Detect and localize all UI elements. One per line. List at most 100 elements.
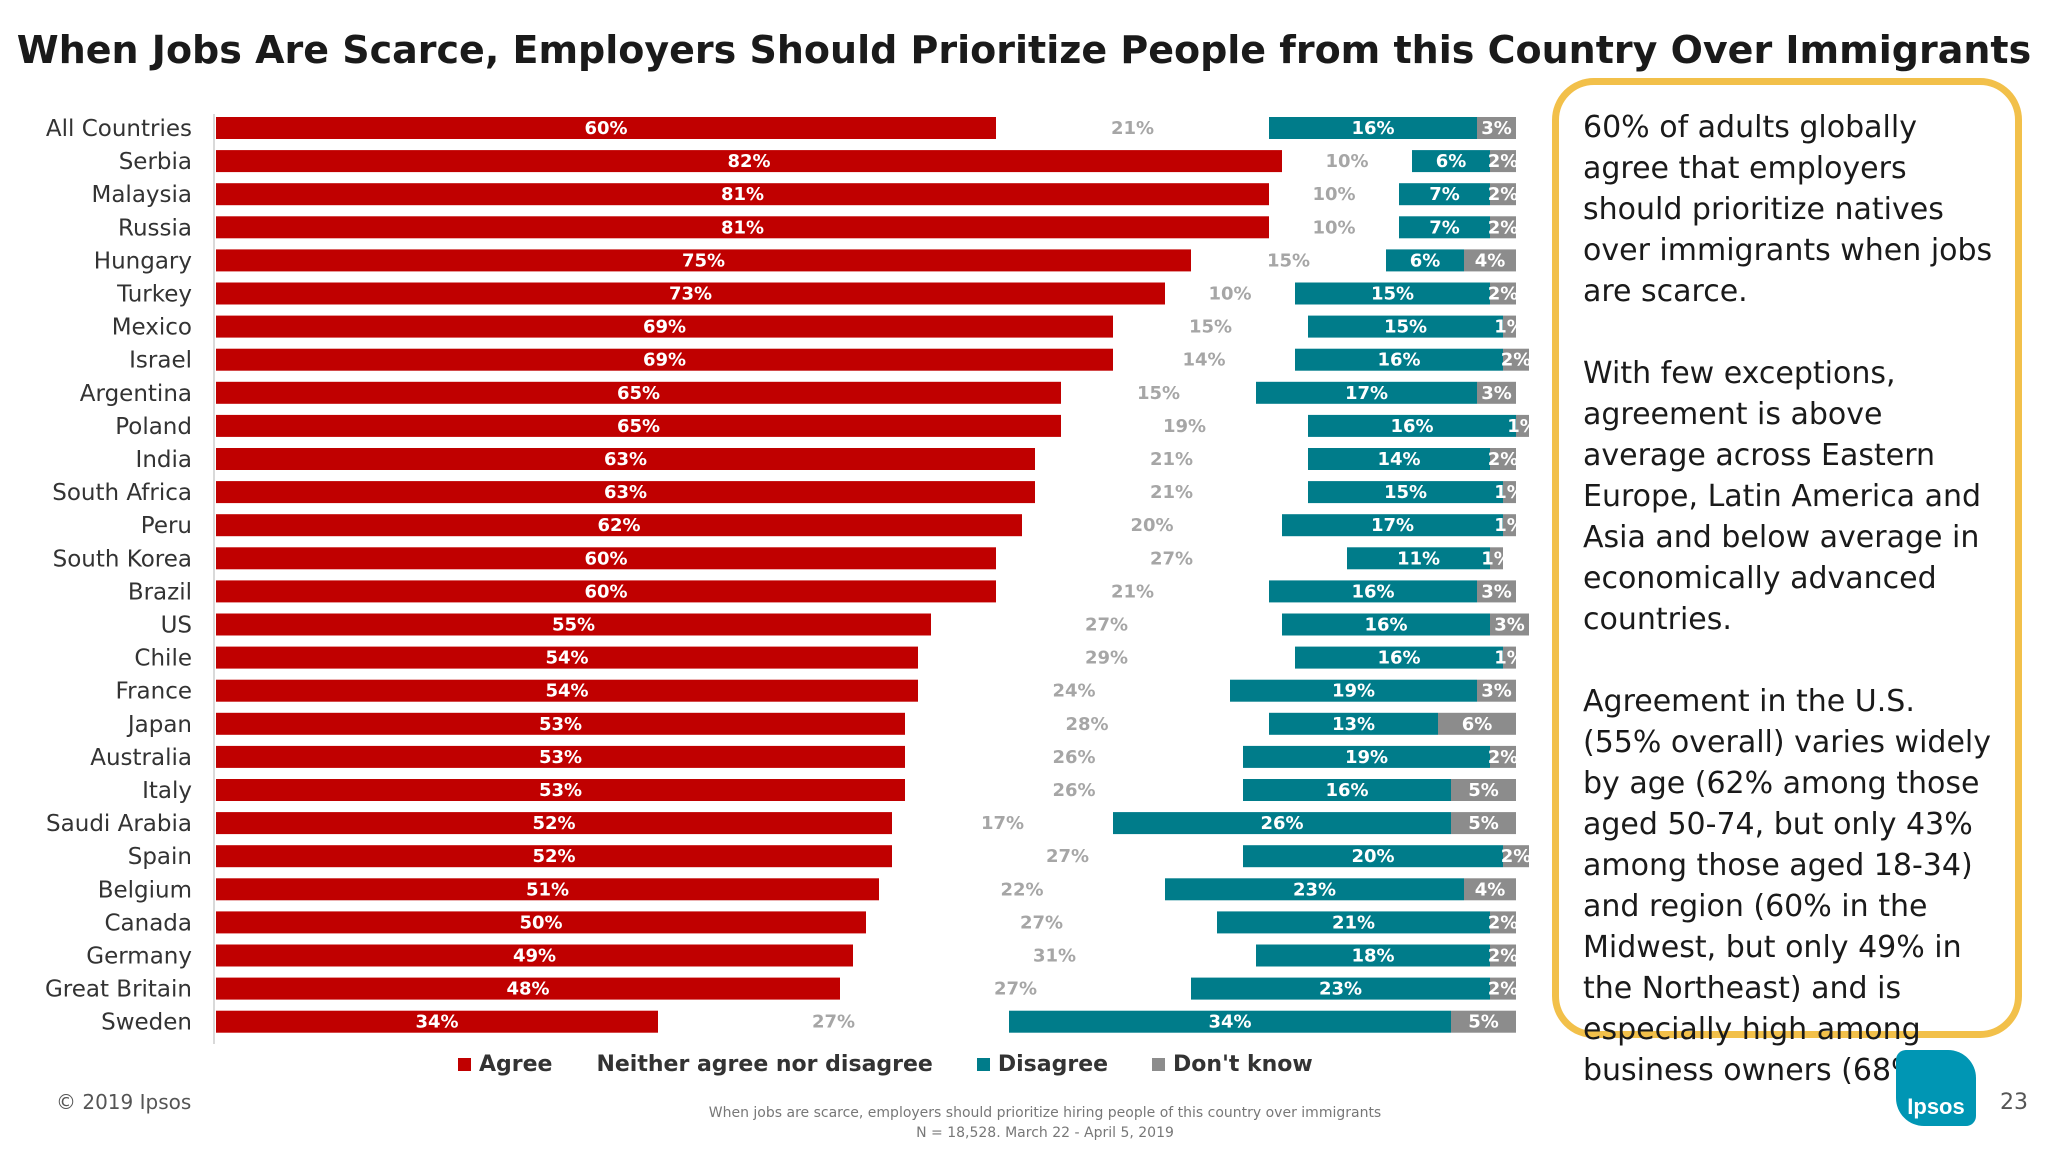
category-label: Belgium — [98, 877, 192, 903]
data-label-disagree: 14% — [1377, 449, 1420, 470]
legend-item-agree: Agree — [458, 1052, 552, 1077]
category-label: Poland — [115, 414, 192, 440]
data-label-dont-know: 2% — [1488, 284, 1519, 305]
legend-item-dont-know: Don't know — [1152, 1052, 1313, 1077]
category-label: Saudi Arabia — [46, 811, 192, 837]
callout-paragraph-global: 60% of adults globally agree that employ… — [1583, 110, 1993, 309]
bar-disagree — [1243, 779, 1451, 801]
data-label-agree: 81% — [721, 217, 764, 238]
data-label-agree: 63% — [604, 449, 647, 470]
data-label-dont-know: 1% — [1494, 482, 1525, 503]
data-label-disagree: 11% — [1397, 548, 1440, 569]
sample-footnote: N = 18,528. March 22 - April 5, 2019 — [916, 1125, 1174, 1141]
category-label: Peru — [141, 513, 192, 539]
category-label: Spain — [128, 844, 192, 870]
bar-dont-know — [1490, 911, 1516, 934]
data-label-agree: 73% — [669, 284, 712, 305]
bar-agree — [216, 381, 1061, 404]
data-label-neither: 15% — [1137, 383, 1180, 404]
bar-disagree — [1243, 745, 1490, 768]
bar-dont-know — [1451, 1010, 1516, 1033]
data-label-disagree: 7% — [1429, 184, 1460, 205]
data-label-dont-know: 4% — [1475, 879, 1506, 900]
category-label: US — [161, 613, 192, 639]
data-label-dont-know: 3% — [1481, 681, 1512, 702]
data-label-neither: 26% — [1052, 780, 1095, 801]
bar-disagree — [1243, 845, 1503, 868]
legend-swatch-disagree — [976, 1058, 990, 1071]
bar-dont-know — [1464, 249, 1516, 272]
data-label-dont-know: 2% — [1488, 946, 1519, 967]
bar-disagree — [1165, 878, 1464, 901]
data-label-disagree: 17% — [1345, 383, 1388, 404]
data-label-dont-know: 2% — [1501, 350, 1532, 371]
bar-dont-know — [1503, 845, 1529, 868]
bar-agree — [216, 679, 918, 702]
data-label-agree: 60% — [584, 581, 627, 602]
data-label-disagree: 18% — [1351, 946, 1394, 967]
data-label-neither: 19% — [1163, 416, 1206, 437]
data-label-disagree: 16% — [1377, 350, 1420, 371]
category-label: Russia — [118, 215, 192, 241]
bar-dont-know — [1490, 547, 1503, 570]
bar-dont-know — [1503, 315, 1516, 338]
bar-disagree — [1256, 944, 1490, 967]
data-label-dont-know: 1% — [1507, 416, 1538, 437]
data-label-disagree: 13% — [1332, 714, 1375, 735]
ipsos-logo: Ipsos — [1896, 1050, 1976, 1126]
category-label: All Countries — [46, 116, 192, 142]
bar-dont-know — [1451, 779, 1516, 801]
bar-agree — [216, 845, 892, 868]
bar-disagree — [1191, 977, 1490, 1000]
data-label-disagree: 19% — [1345, 747, 1388, 768]
bar-agree — [216, 216, 1269, 239]
insight-callout: 60% of adults globally agree that employ… — [1552, 78, 2022, 1088]
bar-disagree — [1308, 315, 1503, 338]
bar-agree — [216, 745, 905, 768]
data-label-neither: 15% — [1267, 250, 1310, 271]
data-label-dont-know: 1% — [1494, 515, 1525, 536]
bar-dont-know — [1477, 679, 1516, 702]
data-label-neither: 14% — [1182, 350, 1225, 371]
data-label-agree: 53% — [539, 747, 582, 768]
bar-dont-know — [1490, 150, 1516, 173]
bar-disagree — [1282, 613, 1490, 636]
data-label-neither: 27% — [812, 1012, 855, 1033]
data-label-neither: 31% — [1033, 946, 1076, 967]
chart-legend: Agree Neither agree nor disagree Disagre… — [458, 1052, 1313, 1077]
bar-disagree — [1386, 249, 1464, 272]
bar-dont-know — [1503, 348, 1529, 371]
bar-agree — [216, 150, 1282, 173]
data-label-disagree: 6% — [1436, 151, 1467, 172]
bar-dont-know — [1490, 745, 1516, 768]
data-label-neither: 29% — [1085, 648, 1128, 669]
bar-agree — [216, 514, 1022, 537]
bar-agree — [216, 249, 1191, 272]
data-label-disagree: 16% — [1377, 648, 1420, 669]
data-label-dont-know: 5% — [1468, 1012, 1499, 1033]
data-label-agree: 60% — [584, 118, 627, 139]
data-label-dont-know: 2% — [1488, 912, 1519, 933]
bar-agree — [216, 1010, 658, 1033]
data-label-dont-know: 4% — [1475, 250, 1506, 271]
data-label-disagree: 15% — [1384, 482, 1427, 503]
bar-dont-know — [1516, 414, 1529, 437]
bar-disagree — [1113, 812, 1451, 835]
category-label: Germany — [86, 944, 192, 970]
data-label-neither: 27% — [1020, 912, 1063, 933]
data-label-agree: 52% — [532, 813, 575, 834]
bar-dont-know — [1490, 944, 1516, 967]
data-label-disagree: 19% — [1332, 681, 1375, 702]
data-label-agree: 52% — [532, 846, 575, 867]
data-label-disagree: 34% — [1208, 1012, 1251, 1033]
data-label-neither: 27% — [1046, 846, 1089, 867]
data-label-agree: 54% — [545, 681, 588, 702]
legend-label-disagree: Disagree — [997, 1052, 1109, 1077]
bar-dont-know — [1477, 117, 1516, 139]
data-label-agree: 55% — [552, 615, 595, 636]
data-label-disagree: 7% — [1429, 217, 1460, 238]
category-label: Israel — [129, 348, 192, 374]
data-label-neither: 21% — [1150, 482, 1193, 503]
data-label-disagree: 16% — [1325, 780, 1368, 801]
category-label: France — [116, 679, 192, 705]
